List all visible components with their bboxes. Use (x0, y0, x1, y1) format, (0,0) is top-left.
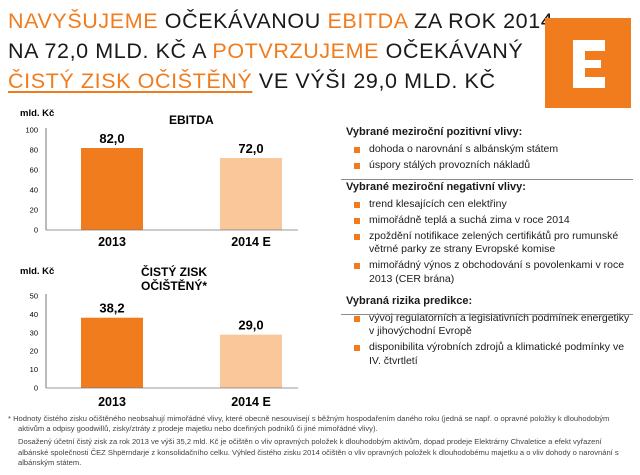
y-tick-label: 30 (30, 328, 38, 337)
title-text: NA 72,0 MLD. KČ A (8, 39, 213, 63)
divider (341, 179, 633, 180)
footnote: * Hodnoty čistého zisku očištěného neobs… (8, 414, 634, 471)
x-category-label: 2013 (98, 395, 126, 409)
title-line-3: ČISTÝ ZISK OČIŠTĚNÝ VE VÝŠI 29,0 MLD. KČ (8, 66, 548, 96)
bar-2013 (81, 317, 143, 388)
x-category-label: 2014 E (231, 395, 271, 409)
risks-list: vývoj regulatorních a legislativních pod… (341, 312, 636, 369)
title-text: OČEKÁVANÝ (379, 39, 524, 63)
title-accent-navysujeme: NAVYŠUJEME (8, 9, 159, 33)
y-tick-label: 40 (30, 310, 38, 319)
y-tick-label: 10 (30, 365, 38, 374)
y-tick-label: 50 (30, 292, 38, 301)
chart-title: OČIŠTĚNÝ* (141, 278, 207, 293)
list-item: mimořádný výnos z obchodování s povolenk… (341, 259, 636, 286)
title-text: OČEKÁVANOU (158, 9, 328, 33)
cez-logo-mark-icon (573, 40, 605, 88)
y-tick-label: 20 (30, 347, 38, 356)
title-accent-cisty-zisk: ČISTÝ ZISK OČIŠTĚNÝ (8, 69, 253, 93)
y-tick-label: 0 (34, 226, 38, 235)
title-accent-potvrzujeme: POTVRZUJEME (212, 39, 380, 63)
title-accent-ebitda: EBITDA (327, 9, 408, 33)
y-tick-label: 0 (34, 384, 38, 393)
list-item: trend klesajících cen elektřiny (341, 198, 636, 212)
chart-title: ČISTÝ ZISK (141, 264, 207, 279)
divider (341, 314, 633, 315)
x-category-label: 2013 (98, 235, 126, 249)
bar-value-label: 29,0 (238, 318, 263, 333)
y-tick-label: 40 (30, 186, 38, 195)
negative-heading: Vybrané meziroční negativní vlivy: (346, 181, 526, 193)
list-item: disponibilita výrobních zdrojů a klimati… (341, 341, 636, 368)
bar-2014-e (220, 158, 282, 230)
cez-logo (545, 18, 631, 108)
list-item: dohoda o narovnání s albánským státem (341, 143, 636, 157)
y-tick-label: 80 (30, 146, 38, 155)
chart-title: EBITDA (169, 113, 214, 127)
list-item: zpoždění notifikace zelených certifikátů… (341, 230, 636, 257)
y-tick-label: 60 (30, 166, 38, 175)
x-category-label: 2014 E (231, 235, 271, 249)
positive-heading: Vybrané meziroční pozitivní vlivy: (346, 126, 523, 138)
y-tick-label: 100 (25, 126, 38, 135)
list-item: mimořádně teplá a suchá zima v roce 2014 (341, 214, 636, 228)
bar-value-label: 82,0 (99, 131, 124, 146)
y-axis-unit-label: mld. Kč (20, 266, 54, 277)
title-text: VE VÝŠI 29,0 MLD. KČ (252, 69, 496, 93)
footnote-paragraph: * Hodnoty čistého zisku očištěného neobs… (8, 414, 610, 434)
slide-title: NAVYŠUJEME OČEKÁVANOU EBITDA ZA ROK 2014… (8, 6, 553, 96)
influences-panel: Vybrané meziroční pozitivní vlivy: dohod… (341, 126, 636, 377)
title-line-1: NAVYŠUJEME OČEKÁVANOU EBITDA ZA ROK 2014 (8, 6, 553, 36)
bar-2014-e (220, 334, 282, 388)
title-line-2: NA 72,0 MLD. KČ A POTVRZUJEME OČEKÁVANÝ (8, 36, 548, 66)
ebitda-chart: mld. Kč 0 20 40 60 80 100 EBITDA 82,0 2013 72,0 201… (6, 106, 332, 256)
y-axis-unit-label: mld. Kč (20, 108, 54, 119)
negative-list: trend klesajících cen elektřiny mimořádn… (341, 198, 636, 287)
bar-2013 (81, 148, 143, 230)
y-tick-label: 20 (30, 206, 38, 215)
list-item: vývoj regulatorních a legislativních pod… (341, 312, 636, 339)
positive-list: dohoda o narovnání s albánským státem ús… (341, 143, 636, 173)
ebitda-chart-svg: mld. Kč 0 20 40 60 80 100 EBITDA 82,0 2013 72,0 201… (20, 108, 298, 249)
title-text: ZA ROK 2014 (407, 9, 554, 33)
list-item: úspory stálých provozních nákladů (341, 159, 636, 173)
risks-heading: Vybraná rizika predikce: (346, 295, 473, 307)
bar-value-label: 38,2 (99, 301, 124, 316)
bar-value-label: 72,0 (238, 141, 263, 156)
footnote-paragraph: Dosažený účetní čistý zisk za rok 2013 v… (18, 437, 619, 467)
net-income-chart: mld. Kč 0 10 20 30 40 50 ČISTÝ ZISK OČIŠTĚNÝ* 38,… (6, 262, 332, 414)
